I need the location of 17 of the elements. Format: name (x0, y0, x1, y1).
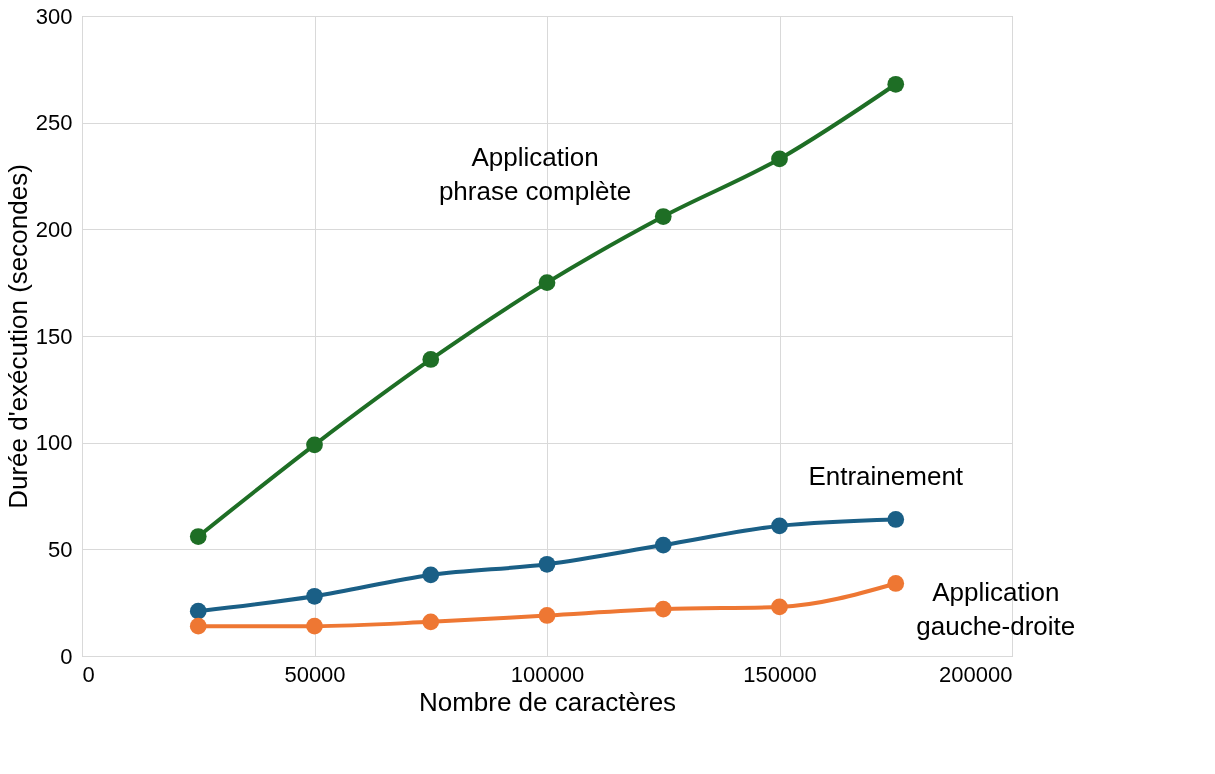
x-tick-label: 50000 (284, 661, 346, 687)
y-tick-label: 0 (60, 643, 73, 669)
y-tick-label: 150 (35, 323, 73, 349)
series-label: Application gauche-droite (916, 577, 1076, 642)
y-tick-label: 250 (35, 110, 73, 136)
x-tick-label: 200000 (939, 661, 1013, 687)
x-tick-label: 150000 (743, 661, 817, 687)
y-tick-label: 50 (48, 536, 73, 562)
series-label: Entrainement (808, 461, 964, 492)
y-axis-title: Durée d'exécution (secondes) (2, 164, 33, 509)
y-tick-label: 100 (35, 430, 73, 456)
x-tick-label: 100000 (510, 661, 585, 687)
y-tick-label: 200 (35, 216, 73, 242)
y-tick-label: 300 (35, 3, 73, 29)
x-axis-title: Nombre de caractères (418, 686, 677, 717)
series-label: Application phrase complète (438, 141, 632, 206)
x-tick-label: 0 (82, 661, 95, 687)
